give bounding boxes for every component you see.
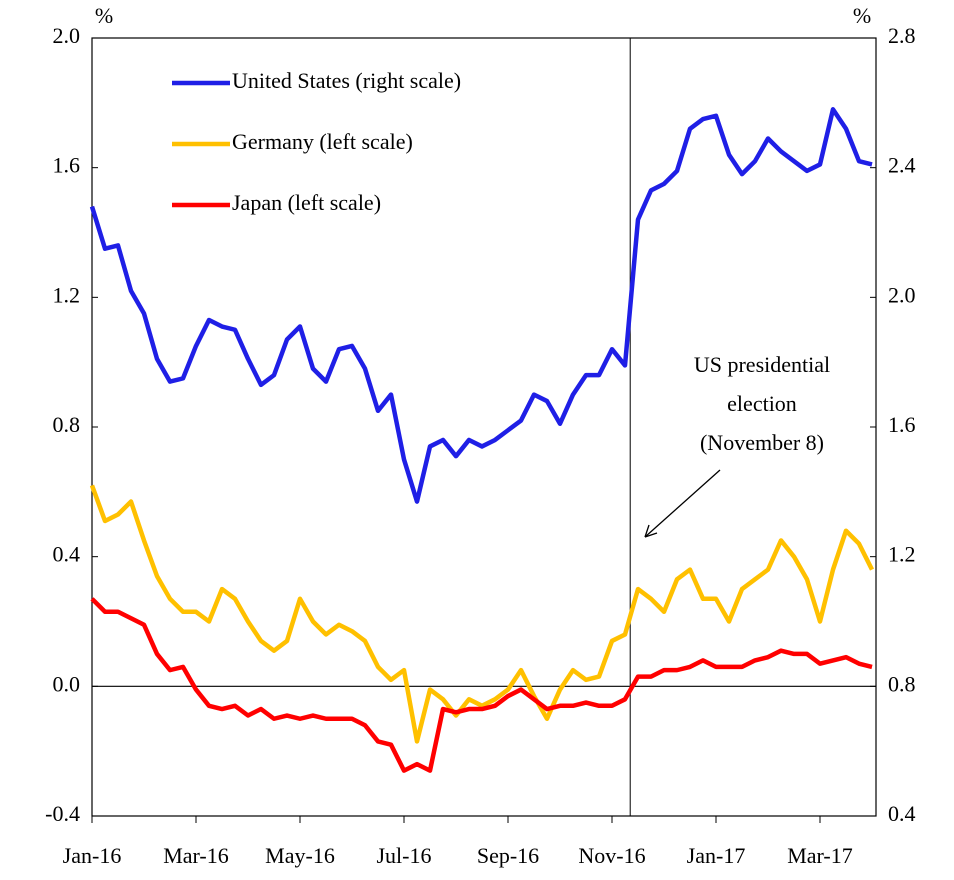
y2-tick-label: 2.8	[888, 23, 916, 48]
x-tick-label: Sep-16	[477, 843, 539, 868]
legend-label: United States (right scale)	[232, 68, 461, 93]
y-tick-label: 2.0	[53, 23, 81, 48]
y-tick-label: 0.4	[53, 542, 81, 567]
y2-tick-label: 0.8	[888, 671, 916, 696]
annotation: (November 8)	[700, 430, 824, 455]
series-line	[90, 597, 873, 773]
x-tick-label: May-16	[265, 843, 335, 868]
y2-tick-label: 2.0	[888, 282, 916, 307]
y2-tick-label: 1.6	[888, 412, 916, 437]
y-tick-label: 1.6	[53, 153, 81, 178]
y2-tick-label: 0.4	[888, 801, 916, 826]
y2-tick-label: 1.2	[888, 542, 916, 567]
y-tick-label: 1.2	[53, 282, 81, 307]
annotation: election	[727, 391, 797, 416]
x-tick-label: Jul-16	[377, 843, 432, 868]
legend-label: Germany (left scale)	[232, 129, 413, 154]
series-line	[89, 484, 875, 744]
annotation-arrow	[644, 469, 721, 538]
x-tick-label: Mar-16	[163, 843, 229, 868]
legend-label: Japan (left scale)	[232, 190, 381, 215]
x-tick-label: Mar-17	[787, 843, 853, 868]
y-tick-label: 0.0	[53, 671, 81, 696]
x-tick-label: Nov-16	[578, 843, 645, 868]
series-line	[89, 107, 873, 504]
y-tick-label: -0.4	[45, 801, 80, 826]
y-tick-label: 0.8	[53, 412, 81, 437]
x-tick-label: Jan-17	[687, 843, 746, 868]
y-axis-unit: %	[95, 3, 113, 28]
y2-axis-unit: %	[853, 3, 871, 28]
arrow-head	[644, 524, 658, 538]
y2-tick-label: 2.4	[888, 153, 916, 178]
annotation: US presidential	[694, 352, 830, 377]
x-tick-label: Jan-16	[63, 843, 122, 868]
